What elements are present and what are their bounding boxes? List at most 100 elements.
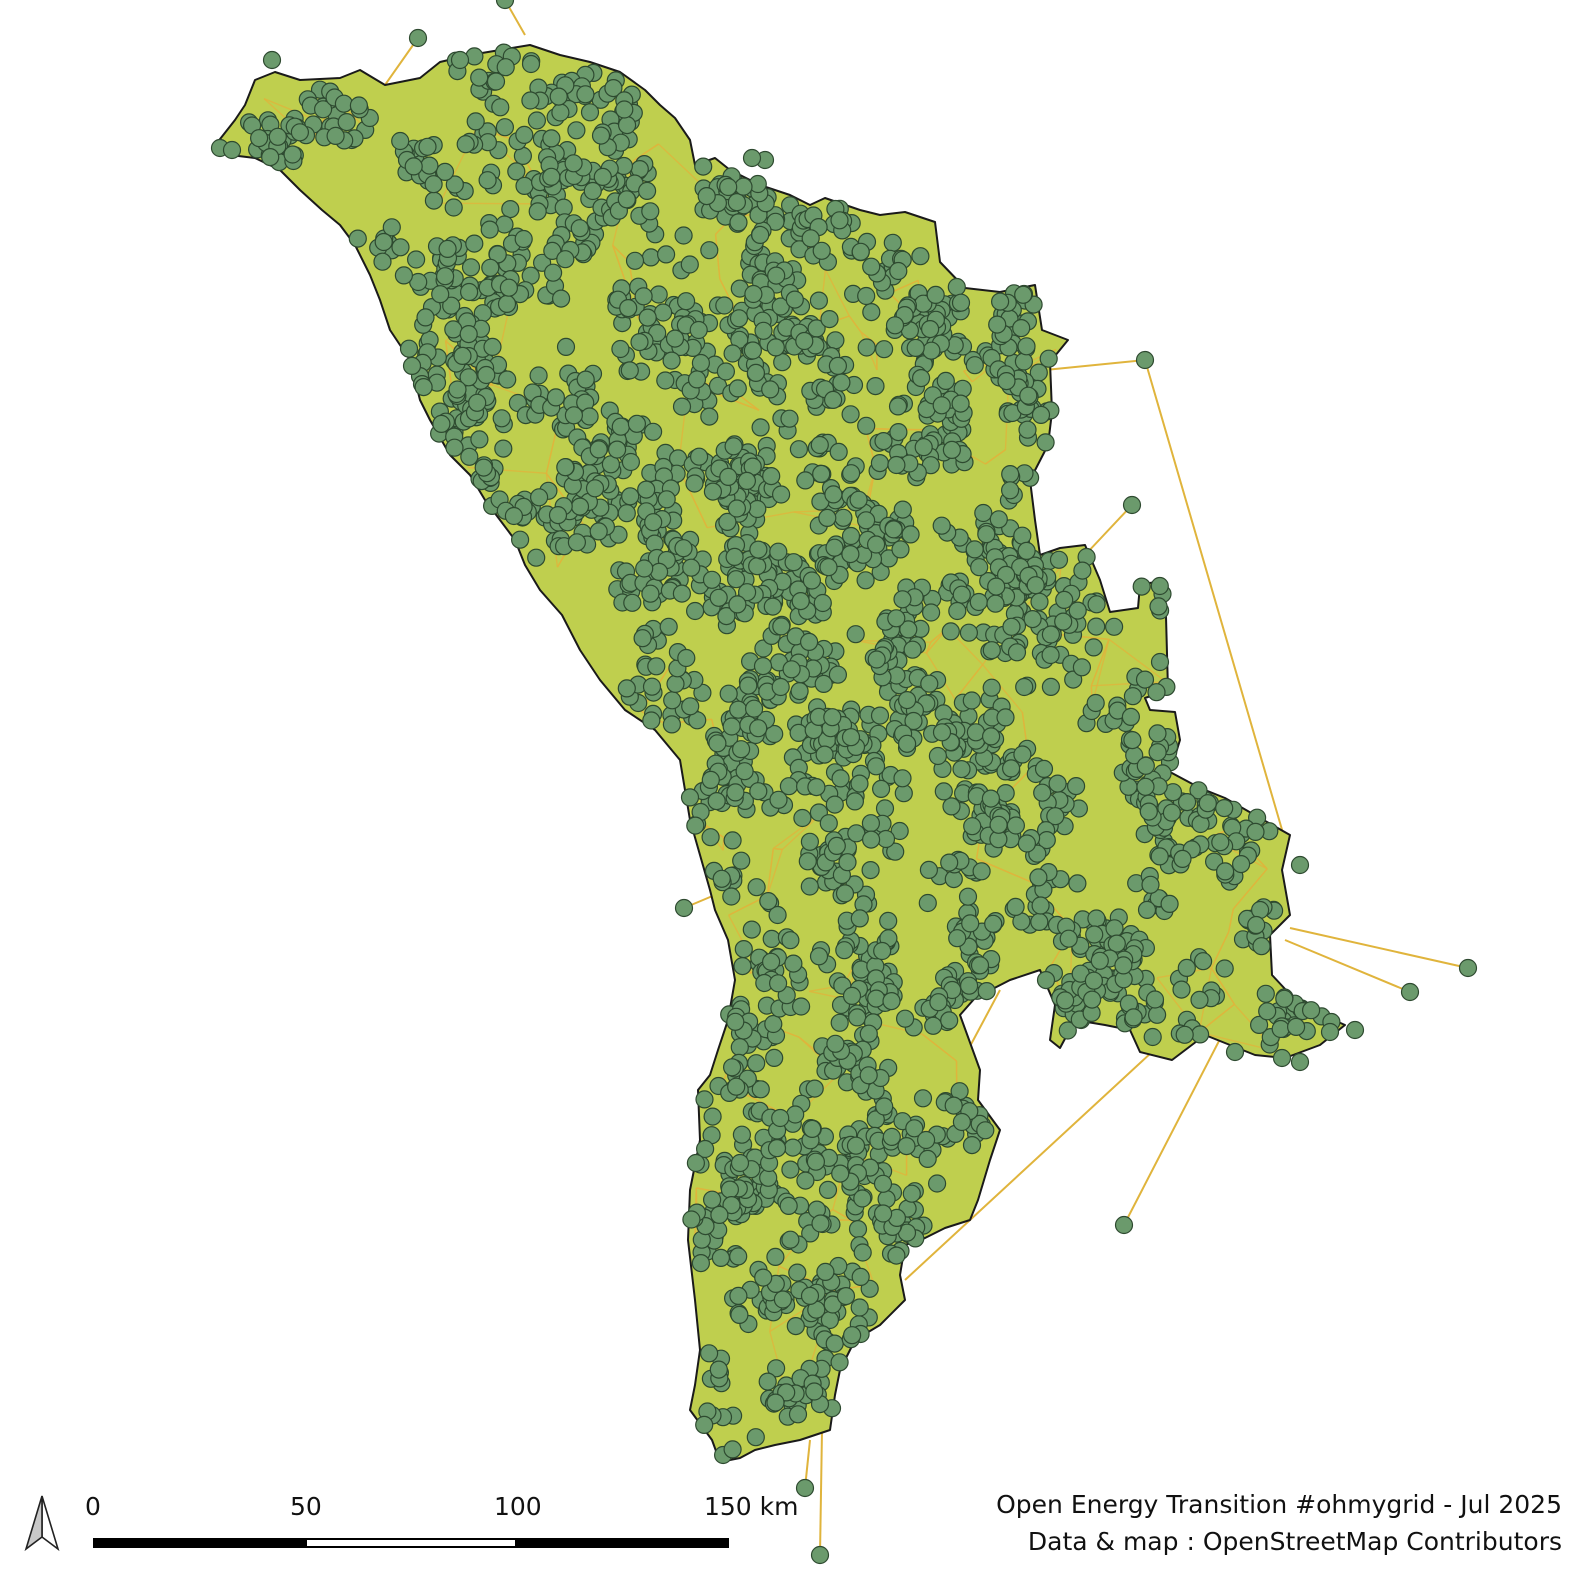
substation-node	[1023, 609, 1042, 629]
substation-node	[1122, 495, 1142, 515]
substation-node	[851, 242, 870, 261]
substation-node	[921, 603, 941, 622]
substation-node	[866, 535, 886, 554]
scale-label-150: 150 km	[704, 1492, 799, 1521]
substation-node	[766, 212, 785, 231]
substation-node	[408, 28, 428, 48]
substation-node	[891, 540, 910, 559]
substation-node	[830, 211, 849, 230]
substation-node	[504, 506, 524, 526]
substation-node	[805, 1079, 824, 1098]
substation-node	[1026, 576, 1045, 595]
substation-node	[617, 504, 636, 523]
substation-node	[420, 156, 439, 175]
substation-node	[701, 770, 720, 790]
substation-node	[803, 1119, 822, 1139]
substation-node	[1058, 1021, 1077, 1040]
substation-node	[845, 792, 865, 811]
substation-node	[635, 559, 654, 578]
substation-node	[515, 125, 534, 144]
substation-node	[672, 584, 692, 603]
substation-node	[720, 1180, 740, 1199]
substation-node	[567, 533, 587, 552]
substation-node	[932, 516, 951, 535]
substation-node	[932, 396, 951, 415]
substation-node	[576, 85, 595, 104]
substation-node	[1141, 875, 1160, 894]
substation-node	[906, 338, 925, 357]
substation-node	[1036, 433, 1055, 452]
substation-node	[496, 58, 515, 77]
substation-node	[959, 623, 979, 642]
substation-node	[456, 135, 475, 154]
substation-node	[691, 353, 711, 373]
substation-node	[694, 157, 713, 176]
substation-node	[726, 570, 746, 589]
substation-node	[1041, 677, 1061, 697]
scale-segment-2	[305, 1538, 517, 1548]
substation-node	[902, 1184, 921, 1203]
substation-node	[1031, 405, 1051, 424]
substation-node	[466, 112, 485, 131]
substation-node	[729, 309, 749, 328]
substation-node	[507, 162, 526, 181]
substation-node	[841, 464, 861, 483]
substation-node	[819, 814, 838, 833]
substation-node	[435, 162, 455, 181]
substation-node	[1173, 849, 1192, 869]
substation-node	[834, 508, 853, 527]
substation-node	[948, 929, 967, 948]
power-line	[766, 848, 774, 896]
substation-node	[680, 255, 699, 274]
substation-node	[1017, 834, 1037, 853]
substation-node	[1215, 862, 1235, 881]
substation-node	[859, 1066, 878, 1085]
substation-node	[913, 1089, 933, 1108]
substation-node	[929, 993, 948, 1012]
substation-node	[314, 100, 333, 119]
substation-node	[510, 530, 530, 549]
substation-node	[334, 94, 353, 113]
substation-node	[702, 570, 722, 589]
substation-node	[830, 1353, 849, 1372]
substation-node	[689, 320, 708, 340]
substation-node	[633, 629, 652, 648]
substation-node	[927, 1174, 947, 1193]
substation-node	[857, 416, 876, 435]
substation-node	[662, 715, 682, 734]
substation-node	[889, 423, 908, 442]
substation-node	[861, 860, 880, 880]
substation-node	[418, 137, 437, 156]
substation-node	[737, 583, 757, 602]
scale-segment-1	[93, 1538, 305, 1548]
substation-node	[1290, 855, 1310, 875]
substation-node	[897, 1136, 916, 1156]
substation-node	[543, 241, 562, 260]
substation-node	[842, 1326, 862, 1345]
substation-node	[1013, 526, 1032, 545]
substation-node	[450, 50, 470, 70]
substation-node	[911, 247, 930, 266]
substation-node	[1114, 956, 1133, 975]
substation-node	[495, 0, 515, 10]
substation-node	[461, 258, 481, 277]
substation-node	[1160, 894, 1179, 914]
substation-node	[813, 593, 832, 613]
substation-node	[1215, 959, 1234, 978]
substation-node	[882, 991, 901, 1011]
substation-node	[708, 734, 727, 753]
substation-node	[947, 277, 966, 297]
substation-node	[942, 797, 961, 816]
substation-node	[835, 884, 855, 903]
substation-node	[589, 522, 608, 541]
substation-node	[567, 121, 586, 140]
substation-node	[951, 293, 971, 312]
substation-node	[884, 520, 903, 539]
substation-node	[674, 539, 693, 558]
substation-node	[657, 490, 676, 509]
substation-node	[564, 406, 584, 425]
substation-node	[1225, 1042, 1245, 1062]
substation-node	[916, 1130, 936, 1150]
substation-node	[870, 706, 890, 725]
substation-node	[811, 1214, 830, 1233]
